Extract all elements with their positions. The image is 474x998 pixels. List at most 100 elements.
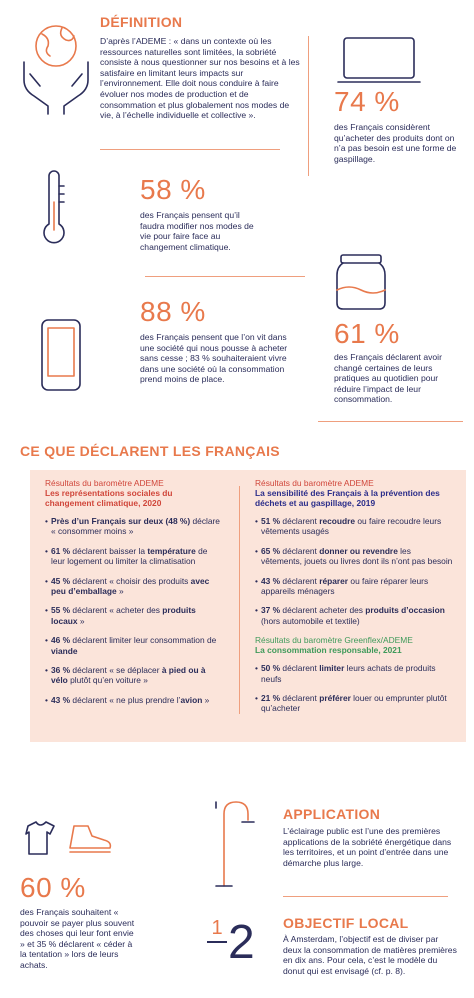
bold-text: 51 %	[261, 516, 281, 526]
definition-title: DÉFINITION	[100, 14, 183, 30]
text: de leur logement ou limiter la climatisa…	[51, 545, 208, 567]
text: déclarent « acheter des	[70, 605, 163, 616]
bold-text: avion	[180, 694, 203, 705]
stat-text: des Français pensent que l’on vit dans u…	[140, 332, 288, 385]
text: leurs achats de produits neufs	[261, 663, 436, 684]
bullet: 55 % déclarent « acheter des produits lo…	[45, 605, 223, 626]
globe-hands-icon	[23, 25, 89, 115]
bold-text: réparer	[319, 575, 349, 586]
bold-text: 45 %	[51, 575, 71, 586]
text: les vêtements, jouets ou livres dont ils…	[261, 545, 453, 567]
bold-text: 61 %	[51, 545, 71, 556]
stat-text: des Français déclarent avoir changé cert…	[334, 352, 442, 405]
text: déclarent acheter des	[280, 605, 366, 616]
stat-value: 58 %	[140, 174, 206, 205]
bold-text: viande	[51, 645, 78, 656]
stat-text: des Français souhaitent « pouvoir se pay…	[20, 907, 135, 970]
text: déclarent	[280, 516, 320, 526]
text: »	[77, 615, 85, 626]
text: déclarent « se déplacer	[70, 665, 162, 676]
bullet: 61 % déclarent baisser la température de…	[45, 546, 223, 567]
stat-text: des Français pensent qu’il faudra modifi…	[140, 210, 254, 252]
text: ou faire recoudre leurs vêtements usagés	[261, 516, 442, 537]
subtitle: Les représentations sociales du changeme…	[45, 488, 173, 508]
bold-text: 46 %	[51, 635, 71, 646]
phone-icon	[41, 319, 81, 391]
section-title: CE QUE DÉCLARENT LES FRANÇAIS	[20, 443, 280, 459]
bullet: 21 % déclarent préférer louer ou emprunt…	[255, 693, 453, 714]
divider	[145, 276, 305, 277]
text: louer ou emprunter plutôt qu’acheter	[261, 693, 447, 714]
application-title: APPLICATION	[283, 806, 381, 822]
text: déclarent	[280, 545, 320, 556]
bold-text: à pied ou à vélo	[51, 665, 206, 686]
fraction-bar	[207, 941, 227, 943]
divider	[318, 421, 463, 422]
stat-value: 60 %	[20, 872, 86, 903]
bold-text: 43 %	[261, 575, 281, 586]
text: déclarent baisser la	[70, 545, 148, 556]
thermometer-icon	[43, 170, 65, 244]
objectif-text: À Amsterdam, l’objectif est de diviser p…	[283, 934, 457, 976]
bold-text: 55 %	[51, 605, 71, 616]
bold-text: recoudre	[319, 516, 356, 526]
text: plutôt qu’en voiture »	[67, 675, 148, 686]
definition-text: D’après l’ADEME : « dans un contexte où …	[100, 36, 300, 121]
bullet: 51 % déclarent recoudre ou faire recoudr…	[255, 516, 453, 537]
source: Résultats du baromètre ADEME	[45, 478, 164, 488]
divider	[308, 36, 309, 176]
text: »	[116, 586, 124, 597]
bullet: 43 % déclarent réparer ou faire réparer …	[255, 576, 453, 597]
text: déclarent	[280, 575, 320, 586]
stat-value: 88 %	[140, 296, 206, 327]
bold-text: préférer	[319, 693, 351, 704]
jar-icon	[336, 254, 386, 310]
bold-text: 36 %	[51, 665, 71, 676]
divider	[283, 896, 448, 897]
laptop-icon	[337, 37, 421, 83]
bold-text: 65 %	[261, 545, 281, 556]
bold-text: 50 %	[261, 663, 281, 674]
bullet: Près d’un Français sur deux (48 %) décla…	[45, 516, 223, 537]
bullet: 36 % déclarent « se déplacer à pied ou à…	[45, 665, 223, 686]
text: déclarent	[280, 663, 320, 674]
subtitle: La consommation responsable, 2021	[255, 645, 402, 656]
divider	[239, 486, 240, 714]
text: déclare « consommer moins »	[51, 516, 220, 537]
bullet: 50 % déclarent limiter leurs achats de p…	[255, 663, 453, 684]
bold-text: donner ou revendre	[319, 545, 398, 556]
text: déclarent limiter leur consommation de	[70, 635, 217, 646]
text: déclarent « choisir des produits	[70, 575, 191, 586]
bold-text: Près d’un Français sur deux (48 %)	[51, 516, 191, 526]
bold-text: 43 %	[51, 694, 71, 705]
text: déclarent	[280, 693, 320, 704]
stat-value: 74 %	[334, 86, 400, 117]
text: »	[202, 694, 210, 705]
bold-text: 21 %	[261, 693, 281, 704]
bullet-list: 51 % déclarent recoudre ou faire recoudr…	[255, 516, 453, 626]
divider	[100, 149, 280, 150]
streetlamp-icon	[215, 801, 255, 887]
bullet: 46 % déclarent limiter leur consommation…	[45, 635, 223, 656]
bullet-list: 50 % déclarent limiter leurs achats de p…	[255, 663, 453, 714]
bold-text: 37 %	[261, 605, 281, 616]
application-text: L’éclairage public est l’une des premièr…	[283, 826, 452, 868]
objectif-title: OBJECTIF LOCAL	[283, 915, 409, 931]
fraction-denominator: 2	[228, 916, 255, 969]
bullet: 45 % déclarent « choisir des produits av…	[45, 576, 223, 597]
bullet: 43 % déclarent « ne plus prendre l’avion…	[45, 694, 223, 706]
bold-text: limiter	[319, 663, 345, 674]
text: déclarent « ne plus prendre l’	[70, 694, 181, 705]
bullet: 65 % déclarent donner ou revendre les vê…	[255, 546, 453, 567]
bold-text: produits locaux	[51, 605, 196, 626]
bold-text: produits d’occasion	[365, 605, 445, 616]
bullet: 37 % déclarent acheter des produits d’oc…	[255, 605, 453, 626]
source: Résultats du baromètre Greenflex/ADEME	[255, 635, 413, 646]
left-column: Résultats du baromètre ADEME Les représe…	[45, 478, 223, 714]
text: ou faire réparer leurs appareils ménager…	[261, 575, 429, 597]
text: (hors automobile et textile)	[261, 615, 360, 626]
right-column: Résultats du baromètre ADEME La sensibil…	[255, 478, 453, 723]
bullet-list: Près d’un Français sur deux (48 %) décla…	[45, 516, 223, 706]
source: Résultats du baromètre ADEME	[255, 478, 374, 488]
